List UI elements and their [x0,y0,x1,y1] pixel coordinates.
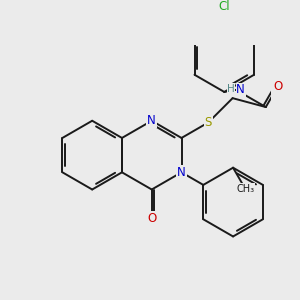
Text: N: N [177,166,186,179]
Text: Cl: Cl [218,0,230,13]
Text: CH₃: CH₃ [236,184,254,194]
Text: S: S [205,116,212,129]
Text: O: O [147,212,156,225]
Text: O: O [273,80,283,93]
Text: N: N [147,114,156,127]
Text: N: N [236,83,245,96]
Text: H: H [227,84,235,94]
